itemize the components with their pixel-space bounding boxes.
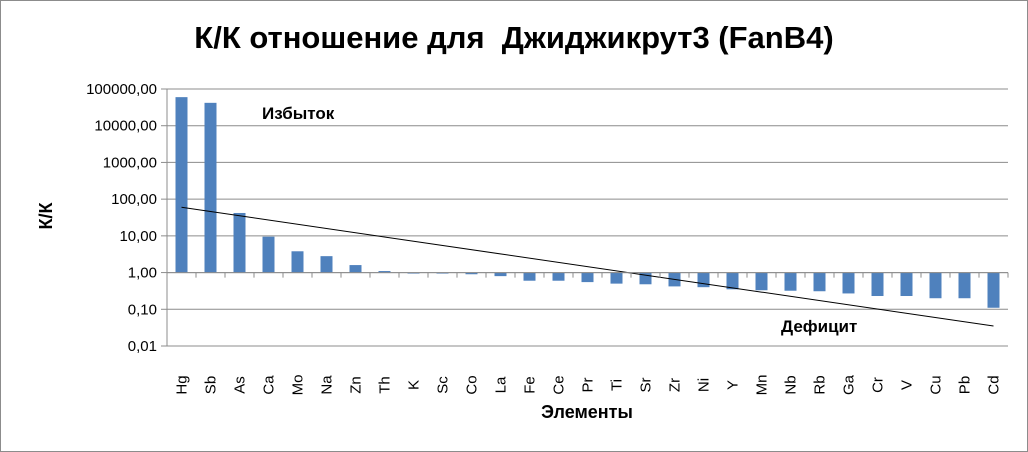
x-tick-label: As [232, 376, 249, 394]
x-tick-label: Fe [522, 376, 539, 394]
bar [233, 212, 246, 273]
bar [349, 265, 362, 273]
bar [494, 272, 507, 277]
y-tick-label: 10000,00 [94, 118, 157, 135]
bar [523, 272, 536, 281]
x-tick-label: Sc [435, 376, 452, 394]
x-tick-label: V [899, 380, 916, 390]
x-tick-label: K [406, 380, 423, 390]
x-tick-label: Mn [754, 375, 771, 396]
x-tick-label: Co [464, 375, 481, 394]
x-tick-label: Sb [203, 376, 220, 394]
bar [726, 272, 739, 290]
trendline-group [181, 206, 994, 327]
y-tick-label: 0,01 [128, 338, 157, 355]
x-tick-label: Sr [638, 377, 655, 392]
x-tick-label: Ga [841, 374, 858, 395]
x-tick-label: Zn [348, 376, 365, 394]
bar [755, 272, 768, 291]
bar [697, 272, 710, 288]
x-tick-label: Ca [261, 375, 278, 395]
bar [900, 272, 913, 297]
y-tick-label: 10,00 [119, 228, 157, 245]
x-tick-label: Y [725, 380, 742, 390]
axes [166, 89, 1009, 346]
bar [465, 272, 478, 275]
x-tick-label: Pr [580, 377, 597, 392]
x-tick-label: Ce [551, 375, 568, 394]
y-axis-title: К/К [36, 202, 56, 230]
bar [204, 102, 217, 273]
trendline [181, 206, 994, 327]
x-tick-label: Nb [783, 375, 800, 394]
y-tick-label: 0,10 [128, 301, 157, 318]
x-tick-label: Ti [609, 379, 626, 391]
x-tick-label: Cr [870, 377, 887, 393]
x-tick-label: Th [377, 376, 394, 394]
bar [552, 272, 565, 281]
annotation-deficit: Дефицит [781, 317, 857, 336]
bar [639, 272, 652, 285]
x-tick-label: Ni [696, 378, 713, 392]
x-tick-label: Hg [174, 375, 191, 394]
x-tick-label: La [493, 376, 510, 393]
y-tick-labels: 0,01 0,10 1,00 10,00 100,00 1000,00 10000,00 10… [86, 81, 157, 355]
x-tick-label: Cd [986, 375, 1003, 394]
bar [958, 272, 971, 299]
bar [784, 272, 797, 291]
grid-lines [161, 88, 1008, 347]
bar [291, 251, 304, 273]
bar [610, 272, 623, 284]
bar-series [175, 97, 1000, 308]
bar [987, 272, 1000, 308]
bar [175, 97, 188, 273]
bar [813, 272, 826, 292]
annotation-excess: Избыток [262, 104, 335, 123]
x-tick-label: Zr [667, 378, 684, 392]
x-tick-labels: Hg Sb As Ca Mo Na Zn Th K Sc Co La Fe Ce Pr Ti Sr Zr Ni Y Mn… [174, 374, 1003, 395]
y-tick-label: 100000,00 [86, 81, 157, 98]
bar [842, 272, 855, 294]
x-tick-label: Mo [290, 375, 307, 396]
x-tick-label: Rb [812, 375, 829, 394]
x-tick-label: Pb [957, 376, 974, 394]
bar [929, 272, 942, 299]
y-tick-label: 100,00 [111, 191, 157, 208]
chart-title: К/К отношение для Джиджикрут3 (FanB4) [194, 20, 834, 55]
bar [320, 256, 333, 273]
bar [871, 272, 884, 297]
y-tick-label: 1,00 [128, 265, 157, 282]
x-tick-label: Na [319, 375, 336, 395]
x-axis-title: Элементы [541, 402, 633, 422]
bar [581, 272, 594, 283]
bar [378, 271, 391, 273]
y-tick-label: 1000,00 [103, 154, 157, 171]
x-tick-label: Cu [928, 375, 945, 394]
bar [262, 236, 275, 273]
